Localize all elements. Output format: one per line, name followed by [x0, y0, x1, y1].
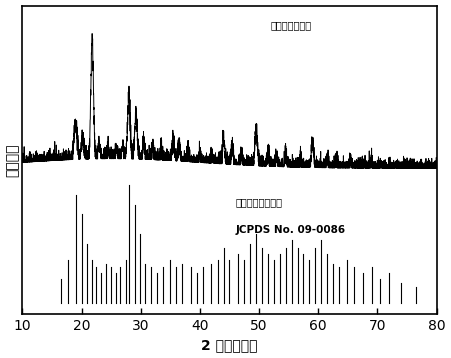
Y-axis label: 衍射强度: 衍射强度: [5, 143, 19, 176]
Text: 氢氧锶锡纳米棒: 氢氧锶锡纳米棒: [271, 20, 312, 30]
Text: 氢氧锶锡标准数据: 氢氧锶锡标准数据: [235, 197, 282, 207]
Text: JCPDS No. 09-0086: JCPDS No. 09-0086: [235, 225, 345, 235]
X-axis label: 2 倍衍射角度: 2 倍衍射角度: [201, 338, 258, 352]
